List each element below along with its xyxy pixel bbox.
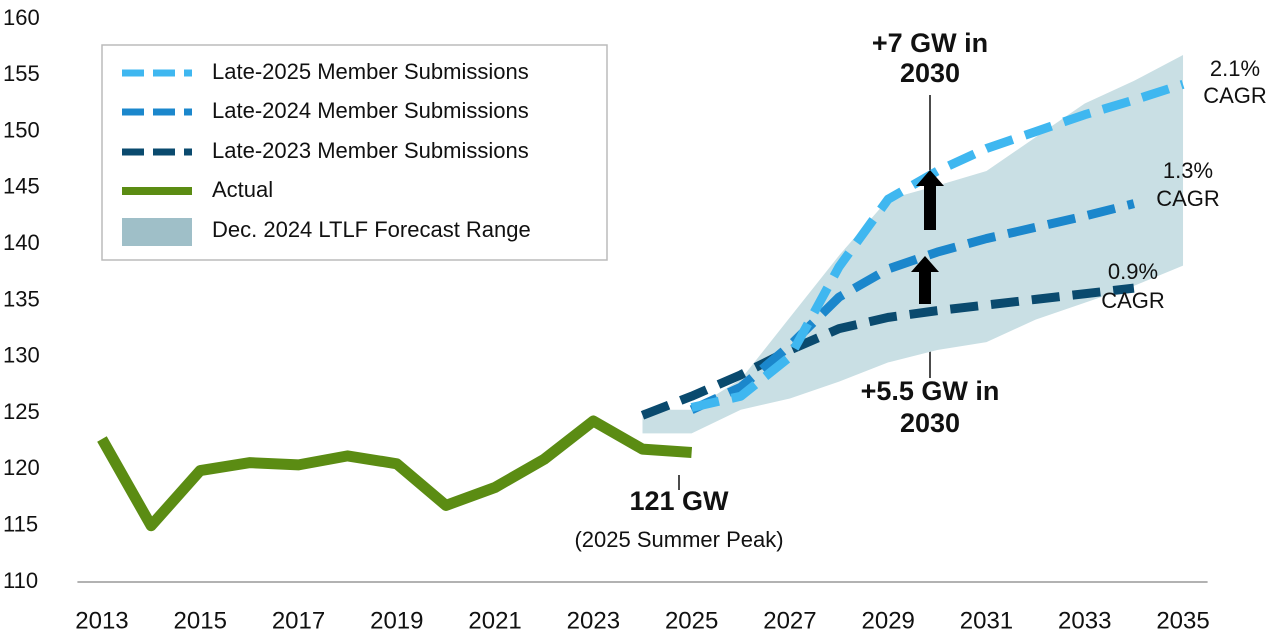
annotation: CAGR [1101,288,1165,313]
annotation: 0.9% [1108,259,1158,284]
forecast-range [642,55,1184,434]
x-tick-label: 2015 [174,607,227,634]
y-tick-label: 145 [3,174,40,199]
y-tick-label: 155 [3,61,40,86]
y-tick-label: 110 [3,568,38,593]
y-tick-label: 140 [3,230,40,255]
x-tick-label: 2029 [862,607,915,634]
x-tick-label: 2013 [75,607,128,634]
x-tick-label: 2023 [567,607,620,634]
annotation: +5.5 GW in [861,376,1000,406]
arrow [916,170,944,230]
series-line [689,199,1135,414]
x-tick-label: 2025 [665,607,718,634]
legend-label: Late-2023 Member Submissions [212,138,529,163]
y-tick-label: 115 [3,512,38,537]
series-line [97,415,693,532]
annotation: 2030 [900,408,960,438]
annotation: 2.1% [1210,56,1260,81]
annotation: (2025 Summer Peak) [574,527,783,552]
x-tick-label: 2019 [370,607,423,634]
legend-label: Dec. 2024 LTLF Forecast Range [212,217,531,242]
legend-label: Actual [212,177,273,202]
y-tick-label: 160 [3,5,40,30]
legend-label: Late-2024 Member Submissions [212,98,529,123]
legend: Late-2025 Member Submissions Late-2024 Me… [101,44,608,261]
series-line [640,283,1135,420]
annotation: 1.3% [1163,158,1213,183]
annotation: 121 GW [629,486,729,516]
y-tick-label: 150 [3,117,40,142]
legend-swatch [122,218,192,246]
y-tick-label: 130 [3,343,40,368]
annotation: CAGR [1203,83,1267,108]
x-tick-label: 2021 [468,607,521,634]
x-tick-label: 2035 [1156,607,1209,634]
y-tick-label: 135 [3,286,40,311]
series-line [690,80,1185,412]
annotation: +7 GW in [872,28,988,58]
annotation: CAGR [1156,186,1220,211]
legend-label: Late-2025 Member Submissions [212,59,529,84]
x-tick-label: 2027 [763,607,816,634]
x-tick-label: 2017 [272,607,325,634]
annotation: 2030 [900,58,960,88]
x-tick-label: 2031 [960,607,1013,634]
y-tick-label: 120 [3,455,40,480]
y-tick-label: 125 [3,399,40,424]
x-tick-label: 2033 [1058,607,1111,634]
arrow [911,256,939,304]
